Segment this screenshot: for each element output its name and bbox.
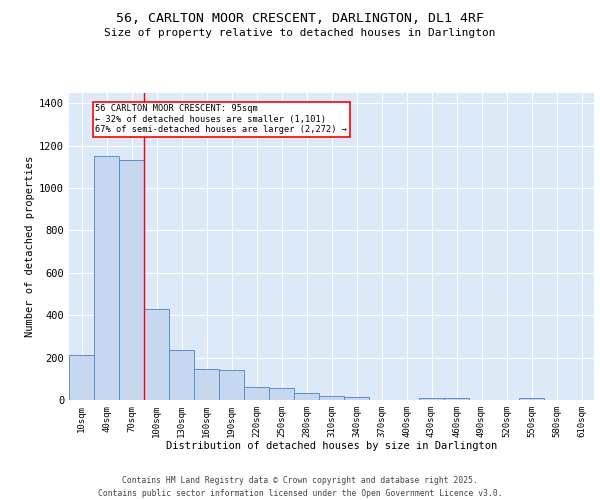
- Bar: [294, 392, 319, 400]
- Text: Size of property relative to detached houses in Darlington: Size of property relative to detached ho…: [104, 28, 496, 38]
- Bar: [344, 397, 369, 400]
- Text: Contains public sector information licensed under the Open Government Licence v3: Contains public sector information licen…: [98, 489, 502, 498]
- Bar: [269, 388, 294, 400]
- Bar: [319, 396, 344, 400]
- Bar: [144, 309, 169, 400]
- Text: 56, CARLTON MOOR CRESCENT, DARLINGTON, DL1 4RF: 56, CARLTON MOOR CRESCENT, DARLINGTON, D…: [116, 12, 484, 26]
- Text: 56 CARLTON MOOR CRESCENT: 95sqm
← 32% of detached houses are smaller (1,101)
67%: 56 CARLTON MOOR CRESCENT: 95sqm ← 32% of…: [95, 104, 347, 134]
- Bar: [444, 398, 469, 400]
- X-axis label: Distribution of detached houses by size in Darlington: Distribution of detached houses by size …: [166, 442, 497, 452]
- Bar: [519, 398, 544, 400]
- Bar: [94, 156, 119, 400]
- Bar: [169, 350, 194, 400]
- Text: Contains HM Land Registry data © Crown copyright and database right 2025.: Contains HM Land Registry data © Crown c…: [122, 476, 478, 485]
- Bar: [194, 369, 219, 400]
- Y-axis label: Number of detached properties: Number of detached properties: [25, 156, 35, 337]
- Bar: [119, 160, 144, 400]
- Bar: [419, 398, 444, 400]
- Bar: [244, 388, 269, 400]
- Bar: [219, 370, 244, 400]
- Bar: [69, 356, 94, 400]
